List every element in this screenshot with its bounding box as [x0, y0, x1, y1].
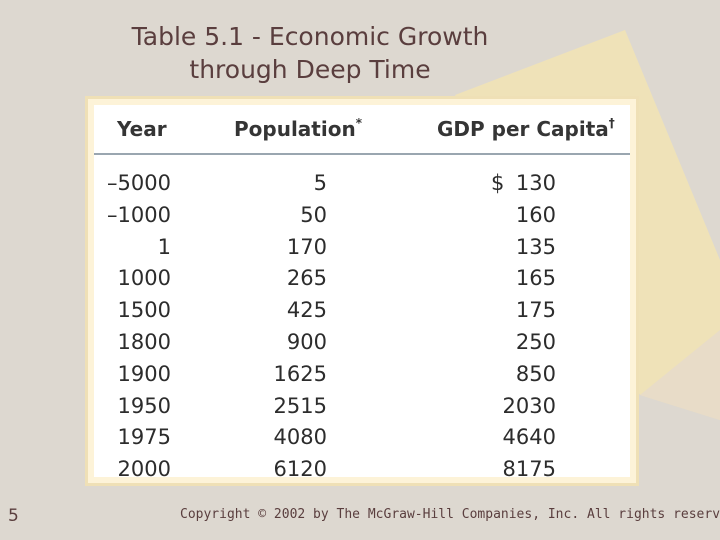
table-body: Year Population* GDP per Capita† –5000 5 $… [94, 105, 630, 481]
cell-year: 1800 [117, 330, 171, 354]
table-row: 1950 2515 2030 [94, 390, 630, 422]
table-row: 1000 265 165 [94, 262, 630, 294]
cell-gdp: 160 [515, 202, 556, 227]
cell-population: 5 [313, 171, 327, 195]
cell-year: 1900 [117, 361, 171, 386]
header-gdp: GDP per Capita† [437, 117, 615, 141]
header-population: Population* [234, 117, 362, 141]
cell-gdp: 135 [515, 234, 556, 259]
table-row: 1975 4080 4640 [94, 421, 630, 453]
header-gdp-label: GDP per Capita [437, 117, 609, 141]
cell-year: 1000 [117, 266, 171, 291]
cell-gdp: 250 [515, 330, 556, 354]
footnote-mark-population: * [355, 116, 362, 130]
cell-gdp: 175 [515, 298, 556, 323]
data-table: Year Population* GDP per Capita† –5000 5 $… [85, 96, 639, 486]
table-row: –5000 5 $130 [94, 167, 630, 199]
cell-population: 4080 [273, 425, 327, 450]
cell-year: –1000 [107, 202, 171, 227]
table-row: –1000 50 160 [94, 199, 630, 231]
cell-gdp: 4640 [502, 425, 556, 450]
cell-year: 1950 [117, 393, 171, 418]
cell-year: –5000 [107, 171, 171, 195]
cell-population: 265 [286, 266, 327, 291]
cell-year: 1500 [117, 298, 171, 323]
cell-gdp: 165 [515, 266, 556, 291]
table-header: Year Population* GDP per Capita† [94, 105, 630, 155]
cell-gdp: 2030 [502, 393, 556, 418]
cell-population: 425 [286, 298, 327, 323]
table-row: 2000 6120 8175 [94, 453, 630, 485]
header-year: Year [117, 117, 167, 141]
accent-shadow [640, 330, 720, 420]
table-row: 1500 425 175 [94, 294, 630, 326]
cell-population: 900 [286, 330, 327, 354]
cell-population: 170 [286, 234, 327, 259]
slide-title: Table 5.1 - Economic Growth through Deep… [100, 20, 520, 86]
cell-population: 1625 [273, 361, 327, 386]
page-number: 5 [8, 506, 19, 526]
table-row: 1900 1625 850 [94, 358, 630, 390]
title-line-1: Table 5.1 - Economic Growth [131, 22, 489, 51]
cell-population: 2515 [273, 393, 327, 418]
title-line-2: through Deep Time [189, 55, 431, 84]
cell-year: 2000 [117, 457, 171, 482]
currency-symbol: $ [491, 171, 505, 195]
cell-gdp: 850 [515, 361, 556, 386]
header-population-label: Population [234, 117, 356, 141]
cell-year: 1 [157, 234, 171, 259]
copyright-notice: Copyright © 2002 by The McGraw-Hill Comp… [180, 507, 720, 522]
cell-gdp: 8175 [502, 457, 556, 482]
cell-gdp: 130 [515, 171, 556, 195]
cell-year: 1975 [117, 425, 171, 450]
table-row: 1 170 135 [94, 231, 630, 263]
table-row: 1800 900 250 [94, 326, 630, 358]
cell-population: 6120 [273, 457, 327, 482]
footnote-mark-gdp: † [608, 116, 615, 130]
cell-population: 50 [300, 202, 327, 227]
